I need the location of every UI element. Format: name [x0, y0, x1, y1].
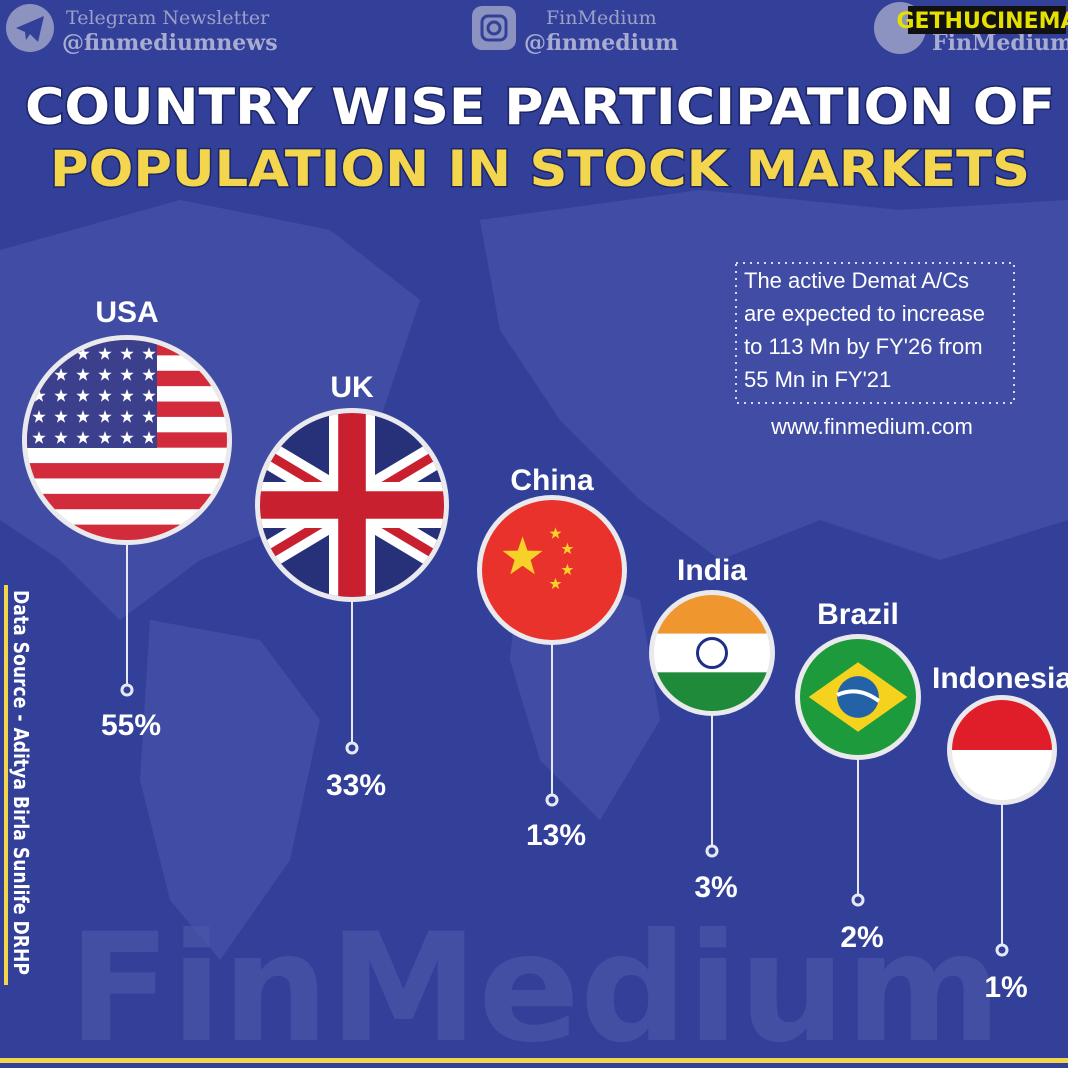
stem-dot	[995, 943, 1009, 957]
flag-star	[142, 347, 156, 360]
flag-star	[98, 347, 112, 360]
flag-star	[142, 389, 156, 402]
stem-dot	[545, 793, 559, 807]
header-title: FinMedium	[546, 7, 657, 29]
country-name: USA	[95, 296, 158, 329]
note-line: are expected to increase	[744, 301, 985, 326]
share: 3%	[694, 871, 737, 904]
flag-chakra	[696, 637, 728, 669]
flag-star	[76, 389, 90, 402]
share: 2%	[840, 921, 883, 954]
flag-star	[142, 431, 156, 444]
flag-star	[32, 389, 46, 402]
country-name: Brazil	[817, 598, 899, 631]
flag-star	[549, 527, 562, 539]
flag-star	[98, 389, 112, 402]
flag	[654, 595, 770, 711]
stem-dot	[120, 683, 134, 697]
stem-dot	[851, 893, 865, 907]
header-title: FinMedium	[932, 30, 1068, 56]
country-name: UK	[330, 371, 374, 404]
note-line: 55 Mn in FY'21	[744, 367, 891, 392]
badge: GETHUCINEMA	[896, 9, 1068, 34]
flag-star	[502, 536, 543, 575]
country-name: Indonesia	[932, 662, 1068, 695]
watermark: FinMedium	[68, 902, 1002, 1068]
flag-star	[54, 389, 68, 402]
source: Data Source - Aditya Birla Sunlife DRHP	[9, 590, 33, 975]
flag-star	[54, 431, 68, 444]
share: 55%	[101, 709, 161, 742]
instagram-glyph	[486, 20, 502, 36]
note-line: to 113 Mn by FY'26 from	[744, 334, 983, 359]
website: www.finmedium.com	[770, 414, 973, 439]
flag	[27, 340, 227, 540]
flag-field	[482, 500, 622, 640]
share: 13%	[526, 819, 586, 852]
flag-stripe	[27, 509, 227, 526]
flag-star	[54, 368, 68, 381]
flag-star	[120, 368, 134, 381]
header-handle: @finmedium	[524, 30, 678, 56]
stem-dot	[705, 844, 719, 858]
flag-star	[76, 368, 90, 381]
flag-cross	[260, 413, 444, 597]
flag-star	[120, 431, 134, 444]
note-line: The active Demat A/Cs	[744, 268, 969, 293]
flag-star	[120, 410, 134, 423]
flag-star	[54, 410, 68, 423]
flag-star	[549, 577, 562, 590]
flag-stripe	[27, 493, 227, 510]
flag-star	[98, 410, 112, 423]
country-name: India	[677, 554, 747, 587]
flag-star	[32, 431, 46, 444]
flag-star	[142, 368, 156, 381]
instagram-glyph	[480, 14, 508, 42]
title-line: COUNTRY WISE PARTICIPATION OF	[25, 78, 1055, 136]
flag-band	[654, 633, 770, 673]
flag	[482, 500, 622, 640]
flag-star	[142, 410, 156, 423]
country-name: China	[510, 464, 594, 497]
telegram-glyph	[16, 16, 44, 42]
share: 1%	[984, 971, 1027, 1004]
flag-star	[561, 563, 574, 576]
flag	[952, 700, 1052, 800]
source-bar	[4, 585, 8, 985]
flag-star	[561, 542, 574, 555]
flag	[260, 413, 444, 597]
flag-star	[120, 389, 134, 402]
flag-stripe	[27, 478, 227, 495]
flag-star	[76, 410, 90, 423]
instagram-icon	[472, 6, 516, 50]
flag-star	[76, 347, 90, 360]
stem-dot	[345, 741, 359, 755]
flag-globe	[837, 676, 879, 718]
title-line: POPULATION IN STOCK MARKETS	[50, 140, 1030, 198]
header-handle: @finmediumnews	[62, 30, 278, 56]
flag-stripe	[27, 463, 227, 479]
flag-star	[120, 347, 134, 360]
flag-ribbon	[836, 689, 881, 703]
flag-stripe	[27, 447, 227, 464]
flag-star	[76, 431, 90, 444]
flag-star	[32, 410, 46, 423]
header-title: Telegram Newsletter	[66, 7, 270, 29]
share: 33%	[326, 769, 386, 802]
flag	[800, 639, 916, 755]
bottom-bar	[0, 1058, 1068, 1063]
flag-star	[98, 431, 112, 444]
flag-star	[98, 368, 112, 381]
badge-bg	[908, 6, 1066, 34]
